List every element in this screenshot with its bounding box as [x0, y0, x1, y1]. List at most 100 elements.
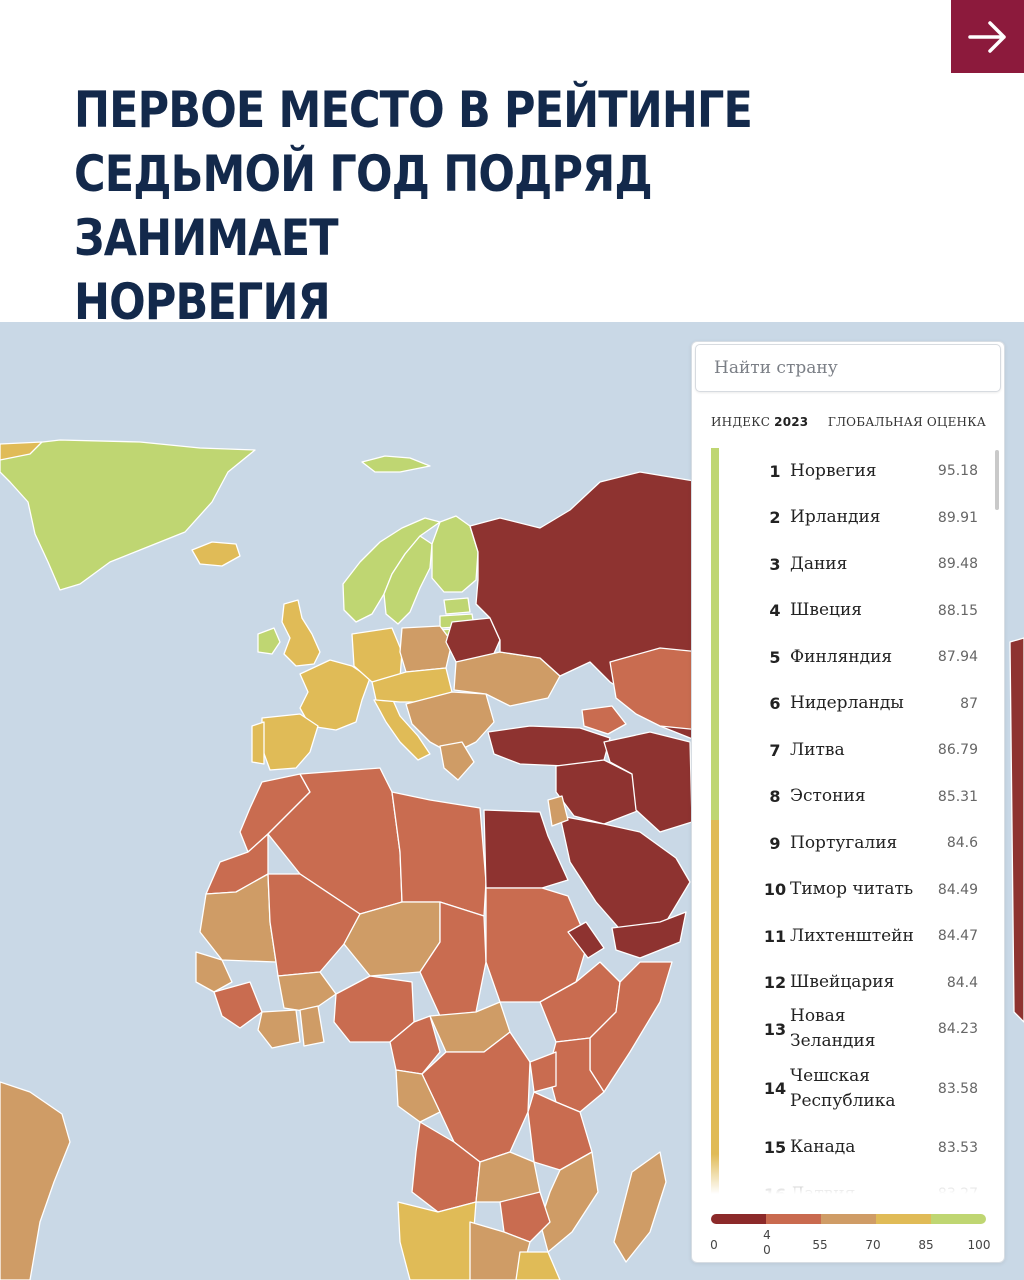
- score-color-bar: [711, 866, 719, 913]
- country-estonia[interactable]: [443, 597, 471, 615]
- country-poland[interactable]: [399, 625, 453, 673]
- ranking-row[interactable]: 4 Швеция 88.15: [711, 587, 986, 634]
- global-score: 84.4: [946, 974, 978, 991]
- score-color-bar: [711, 1052, 719, 1125]
- country-balkans[interactable]: [405, 691, 495, 755]
- country-gabon-congo[interactable]: [395, 1069, 441, 1123]
- country-name: Финляндия: [790, 646, 893, 667]
- rank-number: 11: [763, 926, 787, 946]
- country-senegal[interactable]: [195, 951, 233, 993]
- country-saudi-arabia[interactable]: [559, 815, 691, 935]
- ranking-row[interactable]: 2 Ирландия 89.91: [711, 494, 986, 541]
- ranking-row[interactable]: 9 Португалия 84.6: [711, 820, 986, 867]
- legend-tick-label: 40: [763, 1228, 771, 1257]
- ranking-row[interactable]: 10 Тимор читать 84.49: [711, 866, 986, 913]
- country-eritrea[interactable]: [567, 921, 605, 959]
- next-slide-button[interactable]: [951, 0, 1024, 73]
- ranking-row[interactable]: 11 Лихтенштейн 84.47: [711, 913, 986, 960]
- ranking-row[interactable]: 3 Дания 89.48: [711, 541, 986, 588]
- legend-tick-label: 55: [812, 1238, 828, 1252]
- country-guinea[interactable]: [213, 981, 263, 1029]
- country-uganda[interactable]: [529, 1051, 557, 1093]
- country-kazakhstan[interactable]: [609, 647, 701, 731]
- index-year: 2023: [774, 415, 809, 429]
- legend-tick-label: 85: [918, 1238, 934, 1252]
- legend-tick-label: 0: [710, 1238, 718, 1252]
- country-madagascar[interactable]: [613, 1151, 667, 1263]
- country-brazil-fragment[interactable]: [0, 1081, 71, 1280]
- legend-swatch: [821, 1214, 876, 1224]
- country-spain[interactable]: [261, 713, 319, 771]
- country-uk[interactable]: [281, 599, 321, 667]
- global-score: 83.58: [937, 1080, 978, 1097]
- legend-tick-label: 70: [865, 1238, 881, 1252]
- rank-number: 4: [769, 601, 781, 621]
- list-fade: [692, 1154, 1000, 1194]
- list-scrollbar[interactable]: [995, 450, 999, 510]
- ranking-row[interactable]: 15 Канада 83.53: [711, 1124, 986, 1171]
- country-caucasus[interactable]: [581, 705, 627, 735]
- country-portugal[interactable]: [251, 721, 265, 765]
- legend-swatch: [766, 1214, 821, 1224]
- country-ireland[interactable]: [257, 627, 281, 655]
- ranking-list[interactable]: 1 Норвегия 95.18 2 Ирландия 89.91 3 Дания 89.48 4…: [692, 448, 1000, 1194]
- country-south-africa-fragment[interactable]: [515, 1251, 561, 1280]
- score-color-bar: [711, 634, 719, 681]
- index-column-header[interactable]: ИНДЕКС 2023: [711, 415, 808, 429]
- country-canada-fragment[interactable]: [0, 441, 43, 461]
- country-mozambique[interactable]: [539, 1151, 599, 1253]
- headline-line-1: ПЕРВОЕ МЕСТО В РЕЙТИНГЕ: [74, 81, 753, 139]
- country-iceland[interactable]: [191, 541, 241, 567]
- country-sweden[interactable]: [383, 535, 433, 625]
- ranking-row[interactable]: 8 Эстония 85.31: [711, 773, 986, 820]
- country-libya[interactable]: [391, 791, 487, 917]
- country-name: Лихтенштейн: [790, 925, 914, 946]
- country-name: Эстония: [790, 786, 866, 807]
- country-name: Норвегия: [790, 460, 877, 481]
- ranking-row[interactable]: 7 Литва 86.79: [711, 727, 986, 774]
- country-namibia[interactable]: [397, 1201, 477, 1280]
- country-ivory-coast[interactable]: [257, 1009, 301, 1049]
- rank-number: 6: [769, 694, 781, 714]
- country-iran[interactable]: [603, 731, 693, 833]
- ranking-row[interactable]: 5 Финляндия 87.94: [711, 634, 986, 681]
- country-name: Тимор читать: [790, 879, 914, 900]
- ranking-row[interactable]: 14 Чешская Республика 83.58: [711, 1052, 986, 1125]
- global-score: 95.18: [937, 463, 978, 480]
- rank-number: 12: [763, 973, 787, 993]
- legend-swatch: [711, 1214, 766, 1224]
- score-color-bar: [711, 541, 719, 588]
- country-name: Ирландия: [790, 507, 881, 528]
- country-name: Португалия: [790, 832, 898, 853]
- country-yemen[interactable]: [611, 911, 687, 959]
- ranking-row[interactable]: 12 Швейцария 84.4: [711, 959, 986, 1006]
- ranking-row[interactable]: 13 Новая Зеландия 84.23: [711, 1006, 986, 1053]
- country-name: Нидерланды: [790, 693, 904, 714]
- score-color-bar: [711, 494, 719, 541]
- country-greenland[interactable]: [0, 439, 256, 591]
- ranking-row[interactable]: 6 Нидерланды 87: [711, 680, 986, 727]
- country-tanzania[interactable]: [527, 1091, 593, 1171]
- country-syria-iraq[interactable]: [555, 759, 641, 825]
- country-jordan[interactable]: [547, 795, 569, 827]
- country-search-input[interactable]: [695, 344, 1001, 392]
- ranking-row[interactable]: 1 Норвегия 95.18: [711, 448, 986, 495]
- country-france[interactable]: [299, 659, 371, 731]
- country-italy[interactable]: [373, 697, 431, 761]
- country-name: Литва: [790, 739, 845, 760]
- country-greece[interactable]: [439, 741, 475, 781]
- score-column-header[interactable]: ГЛОБАЛЬНАЯ ОЦЕНКА: [827, 415, 986, 429]
- country-zimbabwe[interactable]: [499, 1191, 551, 1243]
- rank-number: 14: [763, 1079, 787, 1098]
- country-burkina[interactable]: [277, 971, 337, 1013]
- score-color-bar: [711, 727, 719, 774]
- country-turkey[interactable]: [487, 725, 611, 767]
- country-ghana[interactable]: [299, 1005, 325, 1047]
- map-svg[interactable]: [0, 322, 1024, 1280]
- country-svalbard[interactable]: [361, 455, 431, 473]
- country-name: Швеция: [790, 600, 863, 621]
- country-asia-fragment[interactable]: [1009, 637, 1024, 1023]
- global-score: 84.6: [946, 835, 978, 852]
- country-finland[interactable]: [431, 515, 479, 593]
- legend-tick-label: 100: [967, 1238, 991, 1252]
